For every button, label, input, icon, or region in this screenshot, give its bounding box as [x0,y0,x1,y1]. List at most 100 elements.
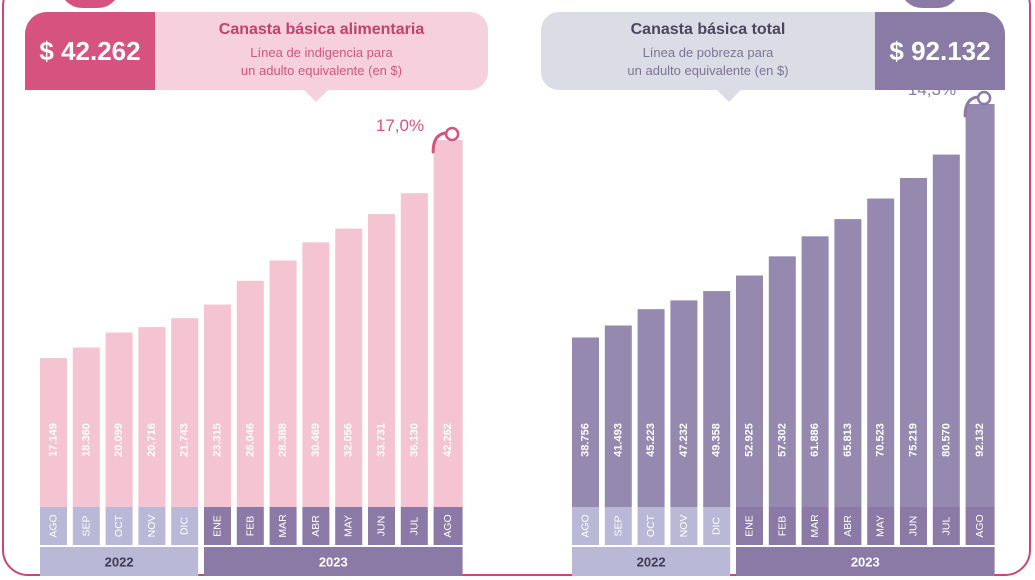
value-label-1-12: 92.132 [974,423,986,457]
left-subtitle-line2: un adulto equivalente (en $) [240,63,403,78]
month-label-0-12: AGO [442,514,454,537]
bar-1-8 [834,219,862,508]
month-label-1-2: OCT [645,514,657,537]
bar-1-7 [801,236,829,507]
year-label-0-0: 2022 [105,555,134,570]
change-marker-1 [976,90,992,106]
value-label-0-4: 21.743 [179,423,191,457]
month-cell-0-2 [105,507,133,545]
month-label-1-7: MAR [809,514,821,538]
month-cell-1-11 [932,507,960,545]
value-label-1-6: 57.302 [776,423,788,457]
right-header-pointer [717,90,741,102]
month-cell-0-4 [171,507,199,545]
month-label-0-2: OCT [113,514,125,537]
bar-0-11 [400,193,428,507]
left-headline-value: $ 42.262 [25,12,155,90]
bar-1-3 [670,300,698,507]
change-label-0: 17,0% [376,116,424,135]
month-label-0-10: JUN [376,516,388,536]
value-label-0-5: 23.315 [212,423,224,457]
month-cell-1-9 [867,507,895,545]
right-subtitle-line2: un adulto equivalente (en $) [627,63,789,78]
month-label-0-4: DIC [179,517,191,536]
value-label-0-10: 33.731 [376,423,388,457]
value-label-1-2: 45.223 [645,423,657,457]
left-header-tab [60,0,120,8]
value-label-1-0: 38.756 [580,423,592,457]
month-cell-0-9 [335,507,363,545]
year-label-1-0: 2022 [637,555,666,570]
change-label-1: 14,3% [908,80,956,99]
value-label-1-5: 52.925 [744,423,756,457]
change-marker-0 [444,126,460,142]
month-label-1-0: AGO [580,514,592,537]
right-header-tab [900,0,960,8]
year-bar-1-1 [736,547,995,576]
left-chart-title: Canasta básica alimentaria [218,21,425,38]
month-label-0-7: MAR [277,514,289,538]
month-label-0-5: ENE [212,515,224,537]
month-cell-1-3 [670,507,698,545]
bar-1-11 [932,154,960,507]
year-label-1-1: 2023 [851,555,880,570]
bar-1-12 [965,104,995,507]
right-header-box: $ 92.132 Canasta básica total Línea de p… [541,12,1005,90]
month-label-1-8: ABR [842,515,854,537]
bar-1-5 [736,275,763,507]
bar-1-4 [703,291,731,507]
right-headline-value: $ 92.132 [875,12,1005,90]
month-label-0-1: SEP [80,515,92,536]
bar-0-0 [40,358,67,507]
value-label-1-9: 70.523 [875,423,887,457]
month-label-1-4: DIC [711,517,723,536]
value-label-0-0: 17.149 [48,423,60,457]
month-label-1-6: FEB [776,516,788,536]
bar-0-3 [138,327,166,507]
value-label-1-3: 47.232 [678,423,690,457]
bar-0-9 [335,228,363,508]
month-cell-1-8 [834,507,862,545]
month-cell-1-4 [703,507,731,545]
bar-1-2 [637,309,665,507]
month-cell-0-11 [400,507,428,545]
month-cell-0-10 [368,507,395,545]
value-label-1-8: 65.813 [842,423,854,457]
value-label-0-6: 26.046 [244,423,256,457]
right-chart-title: Canasta básica total [630,21,786,38]
value-label-1-4: 49.358 [711,423,723,457]
month-label-0-6: FEB [244,516,256,536]
month-label-0-8: ABR [310,515,322,537]
month-label-0-11: JUL [408,517,420,536]
month-cell-1-0 [572,507,599,545]
bar-0-6 [236,280,264,507]
bar-1-9 [867,198,895,508]
month-cell-0-6 [236,507,264,545]
month-cell-1-1 [604,507,632,545]
value-label-0-11: 36.130 [408,423,420,457]
value-label-0-8: 30.469 [310,423,322,457]
left-subtitle-line1: Línea de indigencia para [250,45,393,60]
bar-1-1 [604,325,632,507]
year-bar-0-1 [204,547,463,576]
month-label-0-3: NOV [146,515,158,538]
bar-0-2 [105,332,133,507]
month-label-0-0: AGO [48,514,60,537]
bar-0-1 [72,347,100,507]
month-cell-1-5 [736,507,763,545]
month-cell-0-1 [72,507,100,545]
month-cell-1-10 [900,507,927,545]
month-cell-0-8 [302,507,330,545]
value-label-0-1: 18.360 [80,423,92,457]
month-label-1-11: JUL [940,517,952,536]
bar-1-0 [572,337,599,507]
month-label-1-10: JUN [908,516,920,536]
value-label-1-11: 80.570 [940,423,952,457]
bar-0-10 [368,214,395,507]
year-bar-0-0 [40,547,199,576]
bar-0-8 [302,242,330,507]
month-label-1-9: MAY [875,515,887,537]
left-header-pointer [304,90,328,102]
